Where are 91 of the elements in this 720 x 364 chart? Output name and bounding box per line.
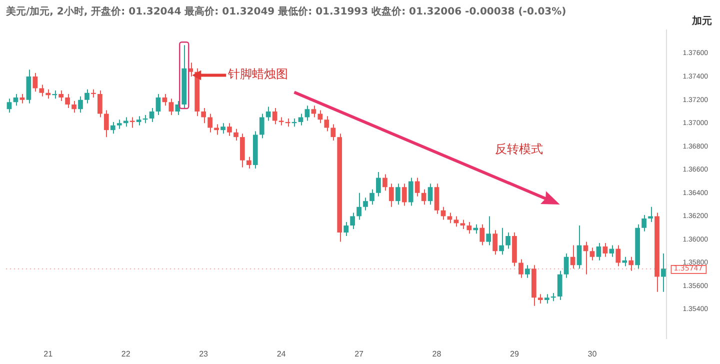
y-axis-title: 加元 <box>692 14 712 28</box>
candlestick <box>576 225 582 270</box>
annotation: 反转模式 <box>494 141 543 158</box>
candlestick <box>298 113 304 126</box>
candlestick <box>402 183 407 206</box>
candlestick <box>240 133 245 168</box>
candlestick <box>395 183 400 206</box>
candlestick <box>97 90 102 118</box>
candlestick <box>447 212 452 224</box>
candlestick <box>266 106 271 122</box>
candlestick <box>622 256 628 267</box>
candlestick <box>136 116 142 126</box>
candlestick <box>492 230 498 256</box>
candlestick <box>363 197 368 211</box>
x-tick-label: 24 <box>276 349 286 358</box>
candlestick <box>72 100 76 114</box>
candlestick <box>318 110 323 124</box>
candlestick <box>78 96 83 114</box>
candlestick <box>259 113 264 139</box>
candlestick <box>168 98 174 116</box>
candlestick <box>648 206 653 223</box>
candlestick <box>84 88 90 104</box>
candlestick <box>564 252 569 278</box>
candlestick <box>13 94 18 106</box>
candlestick <box>344 222 348 236</box>
candlestick <box>39 84 44 97</box>
candlestick <box>65 94 70 108</box>
candlestick <box>590 247 595 261</box>
candlestick <box>324 116 330 132</box>
candlestick <box>311 105 316 118</box>
candlestick <box>434 183 440 214</box>
candlestick <box>616 244 621 267</box>
candlestick <box>518 258 524 278</box>
candlestick <box>408 177 414 206</box>
candlestick <box>227 122 232 136</box>
candlestick <box>486 216 491 246</box>
x-tick-label: 22 <box>121 349 131 358</box>
candlestick <box>538 294 543 304</box>
candlestick <box>596 242 602 261</box>
candlestick <box>350 212 355 230</box>
x-tick-label: 28 <box>432 349 442 358</box>
candlestick <box>32 72 38 92</box>
annotation: 针脚蜡烛图 <box>228 66 288 84</box>
candlestick <box>376 171 381 197</box>
candlestick <box>20 94 25 104</box>
candlestick <box>110 121 116 134</box>
x-tick-label: 30 <box>588 349 598 358</box>
candlestick <box>175 100 180 116</box>
candlestick <box>506 232 510 250</box>
candlestick <box>628 256 634 272</box>
chart-title: 美元/加元, 2小时, 开盘价: 01.32044 最高价: 01.32049 最低价: 01.31993 收盘价: 01.32006 -0.00038 (-0.03%) <box>5 6 566 18</box>
candlestick <box>272 107 278 125</box>
candlestick <box>356 192 362 220</box>
candlestick <box>382 174 388 192</box>
candlestick <box>414 177 420 197</box>
candlestick <box>220 122 226 134</box>
candlestick <box>557 270 562 300</box>
x-tick-label: 27 <box>354 349 364 358</box>
x-tick-label: 21 <box>44 349 54 358</box>
candlestick <box>208 113 212 133</box>
x-tick-label: 23 <box>199 349 209 358</box>
candlestick <box>201 107 206 124</box>
candlestick <box>661 252 666 292</box>
candlestick <box>421 188 426 206</box>
candlestick <box>642 214 646 232</box>
candlestick <box>602 242 608 258</box>
candlestick <box>156 94 161 116</box>
candlestick <box>454 216 459 228</box>
candlestick <box>388 183 394 208</box>
candlestick <box>58 90 64 102</box>
candlestick <box>570 244 576 270</box>
candlestick <box>544 294 550 304</box>
candlestick <box>370 188 374 206</box>
candlestick <box>499 227 504 256</box>
candlestick <box>609 244 614 258</box>
candlestick <box>428 183 433 206</box>
candlestick <box>480 224 485 246</box>
candlestick <box>460 219 466 230</box>
candlestick <box>6 98 12 114</box>
candlestick <box>26 69 32 104</box>
candlestick <box>234 128 238 142</box>
candlestick <box>246 156 252 169</box>
candlestick <box>162 94 168 106</box>
x-tick-label: 29 <box>510 349 520 358</box>
candlestick <box>104 110 109 138</box>
candlestick <box>116 119 122 130</box>
candlestick <box>304 105 310 122</box>
candlestick <box>149 107 154 122</box>
candlestick <box>330 124 336 142</box>
candlestick <box>466 222 472 234</box>
candlestick <box>525 264 530 278</box>
